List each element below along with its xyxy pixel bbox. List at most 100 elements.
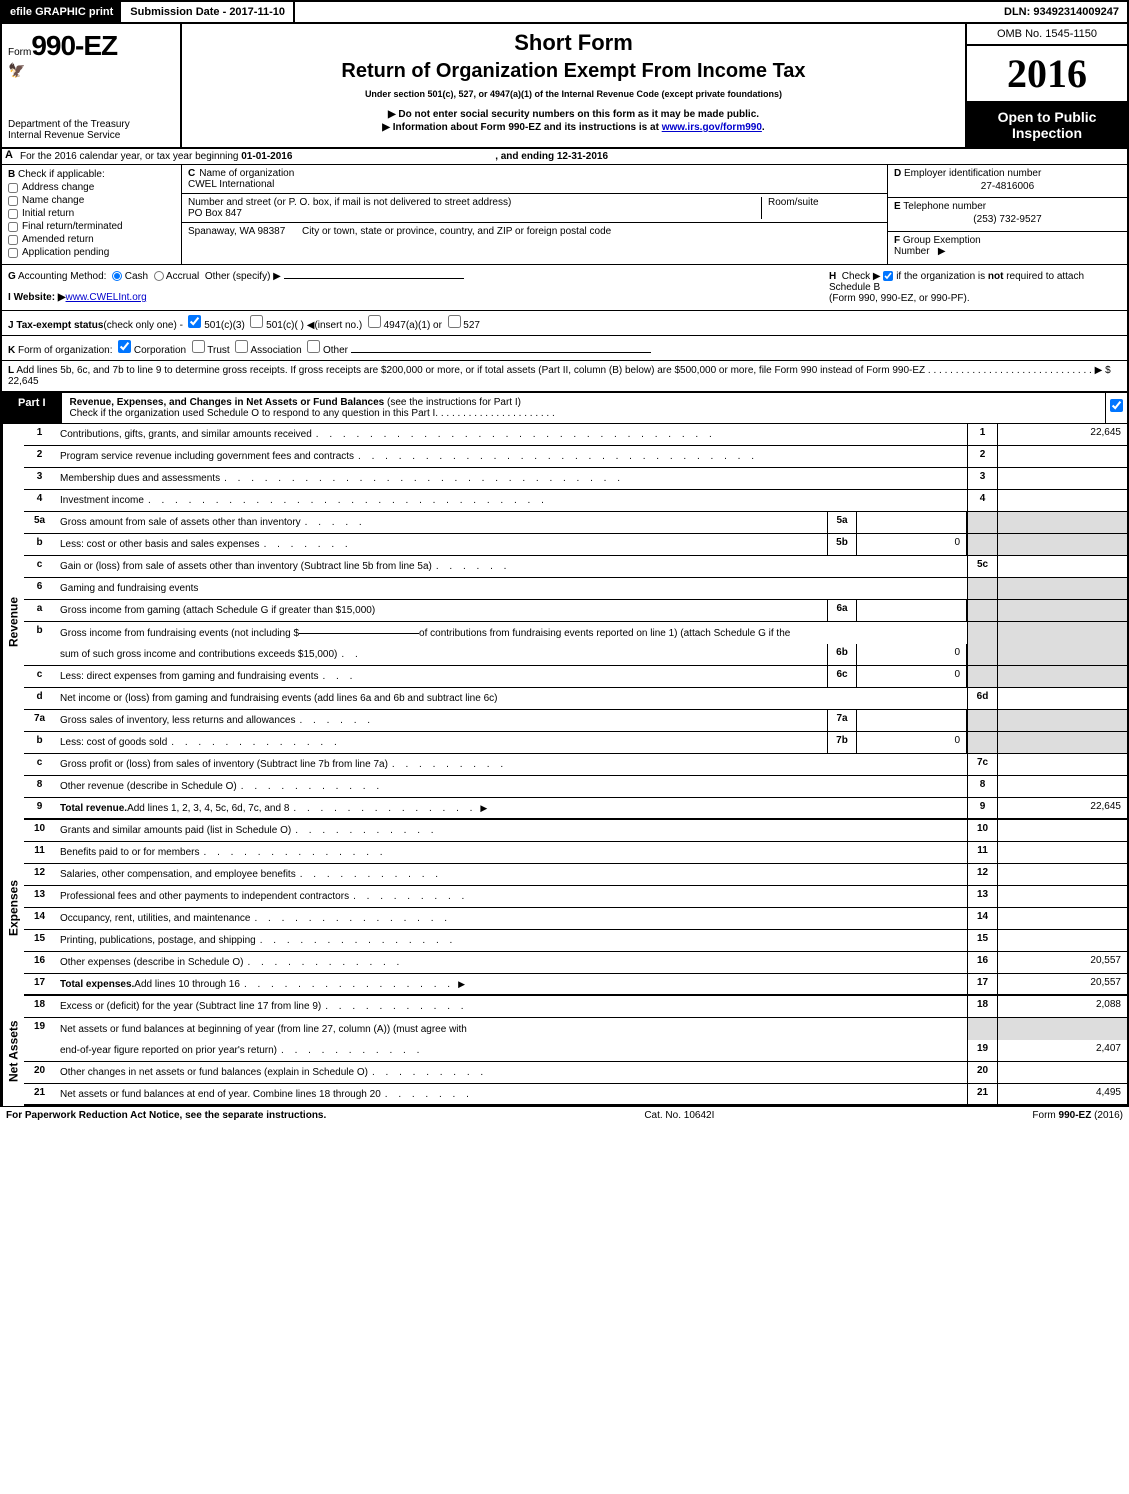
ln6b-subval: 0 [857,644,967,665]
ln1-box: 1 [967,424,997,445]
ln15-desc: Printing, publications, postage, and shi… [60,935,256,946]
chk-association[interactable] [235,340,248,353]
ln6a-subval [857,600,967,621]
ln20-val [997,1062,1127,1083]
ln14-desc: Occupancy, rent, utilities, and maintena… [60,913,250,924]
ln7b-val-gray [997,732,1127,753]
org-name: CWEL International [188,179,274,190]
section-def: D Employer identification number 27-4816… [887,165,1127,264]
ln1-desc: Contributions, gifts, grants, and simila… [60,429,312,440]
ln6d-box: 6d [967,688,997,709]
chk-527[interactable] [448,315,461,328]
chk-501c3[interactable] [188,315,201,328]
l-text: Add lines 5b, 6c, and 7b to line 9 to de… [16,365,925,376]
tax-year: 2016 [967,46,1127,103]
ln6a-box-gray [967,600,997,621]
ln11-desc: Benefits paid to or for members [60,847,200,858]
ln6b1-val-gray [997,622,1127,644]
ln16-dots: . . . . . . . . . . . . [243,957,963,968]
efile-print-button[interactable]: efile GRAPHIC print [2,2,122,22]
chk-name-change[interactable] [8,196,18,206]
ln7b-desc: Less: cost of goods sold [60,737,167,748]
chk-other-org[interactable] [307,340,320,353]
ln19-dots: . . . . . . . . . . . [277,1045,963,1056]
instruction-line-2: ▶ Information about Form 990-EZ and its … [192,122,955,133]
ln5a-desc: Gross amount from sale of assets other t… [60,517,301,528]
ln18-num: 18 [24,996,56,1017]
chk-4947[interactable] [368,315,381,328]
chk-address-change[interactable] [8,183,18,193]
line-8: 8 Other revenue (describe in Schedule O)… [24,776,1127,798]
chk-initial-return[interactable] [8,209,18,219]
top-bar: efile GRAPHIC print Submission Date - 20… [0,0,1129,24]
tax-year-text: For the 2016 calendar year, or tax year … [16,149,1127,164]
chk-corporation[interactable] [118,340,131,353]
line-6c: c Less: direct expenses from gaming and … [24,666,1127,688]
website-link[interactable]: www.CWELInt.org [66,292,147,303]
chk-amended-return[interactable] [8,235,18,245]
chk-trust[interactable] [192,340,205,353]
line-6b-1: b Gross income from fundraising events (… [24,622,1127,644]
ln13-dots: . . . . . . . . . [349,891,963,902]
part-1-label: Part I [2,393,62,423]
ln6c-val-gray [997,666,1127,687]
ln5a-num: 5a [24,512,56,533]
section-k: K Form of organization: Corporation Trus… [0,336,1129,361]
line-6: 6 Gaming and fundraising events [24,578,1127,600]
ln5b-box-gray [967,534,997,555]
radio-accrual[interactable] [154,271,164,281]
ln20-box: 20 [967,1062,997,1083]
ln6-desc: Gaming and fundraising events [60,583,198,594]
section-ghi: G Accounting Method: Cash Accrual Other … [0,265,1129,311]
h-text4: (Form 990, 990-EZ, or 990-PF). [829,293,970,304]
chk-application-pending[interactable] [8,248,18,258]
ln20-desc: Other changes in net assets or fund bala… [60,1067,368,1078]
ln7c-dots: . . . . . . . . . [388,759,963,770]
ln15-val [997,930,1127,951]
instr2-post: . [762,122,765,133]
ln5b-num: b [24,534,56,555]
radio-cash[interactable] [112,271,122,281]
page-footer: For Paperwork Reduction Act Notice, see … [0,1106,1129,1124]
line-6d: d Net income or (loss) from gaming and f… [24,688,1127,710]
ln6b1-box-gray [967,622,997,644]
line-13: 13 Professional fees and other payments … [24,886,1127,908]
ln6c-dots: . . . [318,671,823,682]
ln7c-num: c [24,754,56,775]
chk-final-return[interactable] [8,222,18,232]
opt-association: Association [251,345,302,356]
form-number: 990-EZ [31,30,117,61]
ln5c-num: c [24,556,56,577]
ln6-val-gray [997,578,1127,599]
ln5b-desc: Less: cost or other basis and sales expe… [60,539,260,550]
ln9-num: 9 [24,798,56,818]
ln3-dots: . . . . . . . . . . . . . . . . . . . . … [220,473,963,484]
ln5a-val-gray [997,512,1127,533]
ln16-desc: Other expenses (describe in Schedule O) [60,957,243,968]
chk-schedule-b-not-required[interactable] [883,271,893,281]
ln12-dots: . . . . . . . . . . . [296,869,963,880]
ln6c-sub: 6c [827,666,857,687]
irs-form990-link[interactable]: www.irs.gov/form990 [662,122,762,133]
f-arrow: ▶ [938,246,946,257]
chk-schedule-o-used[interactable] [1110,399,1123,412]
header-center: Short Form Return of Organization Exempt… [182,24,967,147]
label-d: D [894,168,901,179]
g-i-side: G Accounting Method: Cash Accrual Other … [8,271,821,304]
opt-initial-return: Initial return [22,208,74,219]
ln2-desc: Program service revenue including govern… [60,451,354,462]
section-a-row: A For the 2016 calendar year, or tax yea… [0,149,1129,165]
chk-501c[interactable] [250,315,263,328]
ln21-num: 21 [24,1084,56,1104]
ln7a-subval [857,710,967,731]
ln6b-dots: . . [337,649,823,660]
ln14-val [997,908,1127,929]
netassets-side-label: Net Assets [2,996,24,1106]
p1-dots: . . . . . . . . . . . . . . . . . . . . … [435,408,554,419]
footer-right-form: 990-EZ [1059,1110,1092,1121]
ln6d-val [997,688,1127,709]
ln6b-desc2: sum of such gross income and contributio… [60,649,337,660]
ln1-val: 22,645 [997,424,1127,445]
opt-address-change: Address change [22,182,94,193]
irs-eagle-icon: 🦅 [8,62,174,79]
